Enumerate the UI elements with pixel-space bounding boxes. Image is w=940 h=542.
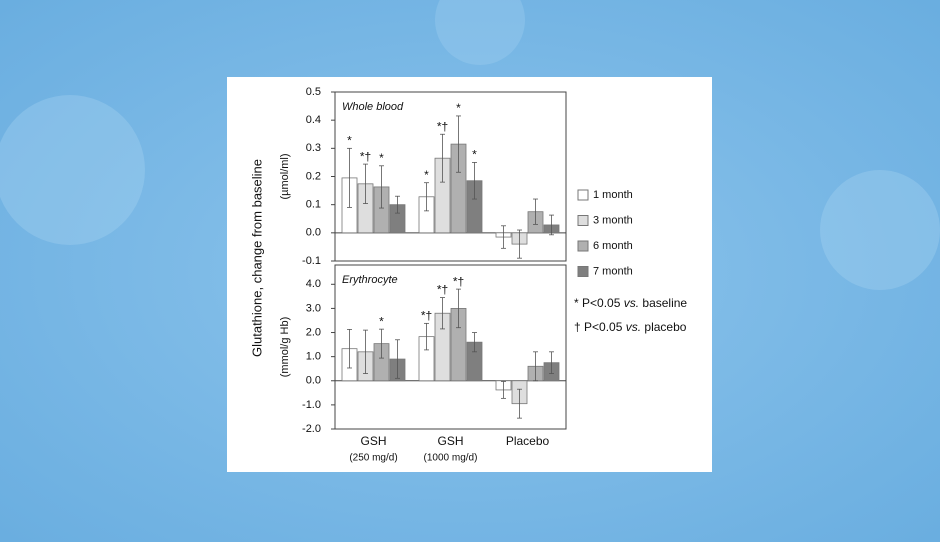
note: † P<0.05 vs. placebo: [574, 320, 687, 334]
legend-label: 7 month: [593, 265, 633, 277]
y-tick-label: 4.0: [306, 278, 321, 290]
y-tick-label: 0.3: [306, 142, 321, 154]
legend-swatch: [577, 266, 589, 277]
y-tick-label: 0.2: [306, 170, 321, 182]
significance-mark: *†: [437, 283, 448, 297]
note-part: * P<0.05: [574, 296, 624, 310]
y-tick-label: 0.0: [306, 375, 321, 387]
significance-mark: *: [424, 168, 429, 182]
note-part: † P<0.05: [574, 320, 626, 334]
legend-swatch: [577, 240, 589, 252]
plot-frame: [334, 264, 567, 430]
legend-swatch: [577, 189, 589, 201]
panel-title: Erythrocyte: [342, 274, 398, 286]
figure-panel: [227, 77, 712, 472]
notes: * P<0.05 vs. baseline † P<0.05 vs. placeb…: [574, 296, 687, 334]
y-tick-label: 0.5: [306, 86, 321, 98]
y-tick-label: -1.0: [302, 399, 321, 411]
y-tick-label: 1.0: [306, 351, 321, 363]
significance-mark: *: [347, 134, 352, 148]
x-tick-sublabel: (250 mg/d): [349, 453, 397, 464]
y-tick-label: 0.1: [306, 199, 321, 211]
note: * P<0.05 vs. baseline: [574, 296, 687, 310]
y-tick-label: 0.0: [306, 227, 321, 239]
legend-label: 1 month: [593, 189, 633, 201]
decor-bubble: [0, 95, 145, 245]
x-tick-sublabel: (1000 mg/d): [424, 453, 478, 464]
legend-label: 6 month: [593, 240, 633, 252]
note-part: vs.: [626, 320, 641, 334]
x-tick-label: Placebo: [506, 434, 550, 448]
y-tick-label: -0.1: [302, 255, 321, 267]
y-tick-label: -2.0: [302, 423, 321, 435]
y-tick-label: 0.4: [306, 114, 321, 126]
x-tick-label: GSH: [437, 434, 463, 448]
note-part: placebo: [641, 320, 687, 334]
decor-bubble: [820, 170, 940, 290]
significance-mark: *†: [421, 309, 432, 323]
note-part: baseline: [639, 296, 687, 310]
significance-mark: *†: [360, 149, 371, 163]
significance-mark: *†: [437, 119, 448, 133]
legend-swatch: [577, 215, 589, 226]
decor-bubble: [435, 0, 525, 65]
y-unit-label: (mmol/g Hb): [279, 317, 291, 378]
y-tick-label: 2.0: [306, 326, 321, 338]
note-part: vs.: [624, 296, 639, 310]
panel-title: Whole blood: [342, 101, 404, 113]
significance-mark: *: [379, 151, 384, 165]
significance-mark: *: [379, 314, 384, 328]
significance-mark: *: [472, 148, 477, 162]
y-axis-label: Glutathione, change from baseline: [249, 159, 264, 357]
y-tick-label: 3.0: [306, 302, 321, 314]
y-unit-label: (µmol/ml): [279, 153, 291, 199]
legend-label: 3 month: [593, 214, 633, 226]
significance-mark: *†: [453, 274, 464, 288]
x-tick-label: GSH: [360, 434, 386, 448]
significance-mark: *: [456, 101, 461, 115]
